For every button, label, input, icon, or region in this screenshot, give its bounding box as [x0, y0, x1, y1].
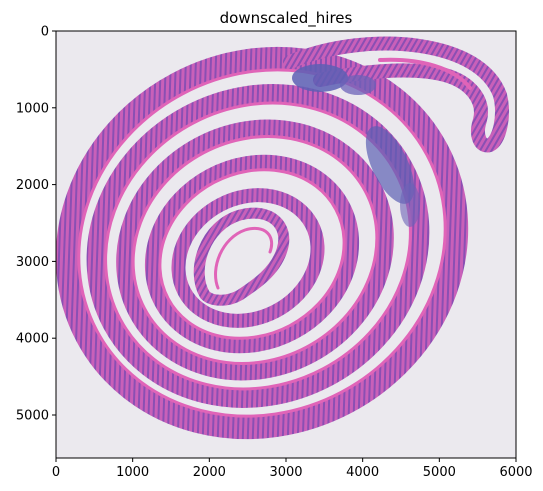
y-tick-label: 3000 [16, 255, 49, 270]
tissue-ring-5 [171, 188, 325, 328]
tissue-tail [283, 36, 509, 153]
tissue-ring-outer [56, 46, 469, 440]
x-axis: 0 1000 2000 3000 4000 5000 6000 [52, 458, 533, 480]
x-tick-label: 3000 [269, 465, 302, 480]
lymphoid-patch-right-lower [400, 183, 420, 227]
plot-title: downscaled_hires [220, 9, 353, 28]
y-tick-label: 2000 [16, 178, 49, 193]
y-tick-label: 0 [41, 25, 49, 40]
lymphoid-patch-mid [340, 75, 376, 95]
tissue-tail-lining [378, 57, 472, 90]
y-axis: 0 1000 2000 3000 4000 5000 [16, 25, 56, 423]
lymphoid-patch-right [365, 126, 415, 204]
tissue-ring-4 [144, 154, 360, 354]
x-tick-label: 5000 [423, 465, 456, 480]
lymphoid-patch-top [292, 64, 348, 92]
x-tick-label: 0 [52, 465, 60, 480]
tissue-ring-3 [116, 119, 394, 381]
x-tick-label: 2000 [193, 465, 226, 480]
tissue-ring-4-lining [158, 168, 346, 340]
tissue-ring-outer-lining [77, 68, 447, 418]
histology-image [56, 31, 516, 458]
x-tick-label: 6000 [499, 465, 532, 480]
tissue-ring-3-lining [131, 135, 379, 365]
y-tick-label: 5000 [16, 408, 49, 423]
x-tick-label: 1000 [116, 465, 149, 480]
tissue-core-lining [214, 227, 273, 290]
y-tick-label: 1000 [16, 101, 49, 116]
x-tick-label: 4000 [346, 465, 379, 480]
y-tick-label: 4000 [16, 332, 49, 347]
tissue-core [193, 207, 290, 306]
